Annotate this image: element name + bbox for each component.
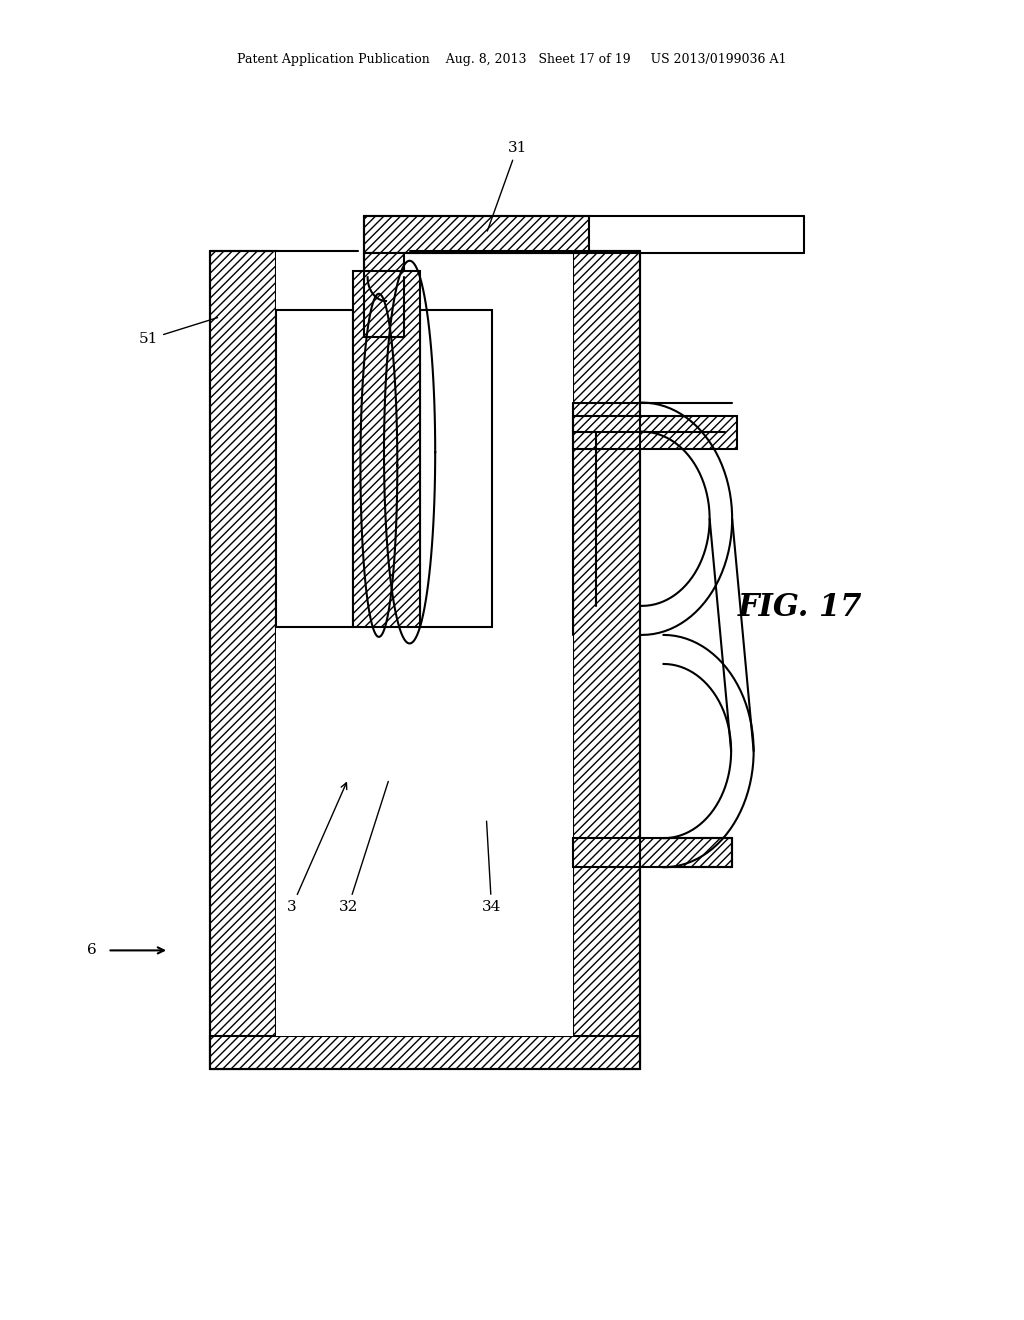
Bar [573, 838, 732, 867]
Bar [573, 251, 640, 1069]
Bar [353, 271, 420, 627]
Text: 51: 51 [139, 318, 217, 346]
Text: 3: 3 [287, 783, 347, 913]
Text: 32: 32 [339, 781, 388, 913]
Text: FIG. 17: FIG. 17 [737, 591, 862, 623]
Bar [276, 251, 573, 1036]
Bar [210, 251, 276, 1069]
Text: Patent Application Publication    Aug. 8, 2013   Sheet 17 of 19     US 2013/0199: Patent Application Publication Aug. 8, 2… [238, 53, 786, 66]
Bar [573, 416, 737, 449]
Text: 34: 34 [482, 821, 501, 913]
Text: 31: 31 [487, 141, 526, 231]
Bar [210, 1036, 640, 1069]
Bar [276, 310, 353, 627]
Bar [364, 253, 404, 337]
Bar [364, 216, 589, 253]
Bar [420, 310, 492, 627]
Text: 6: 6 [87, 944, 97, 957]
